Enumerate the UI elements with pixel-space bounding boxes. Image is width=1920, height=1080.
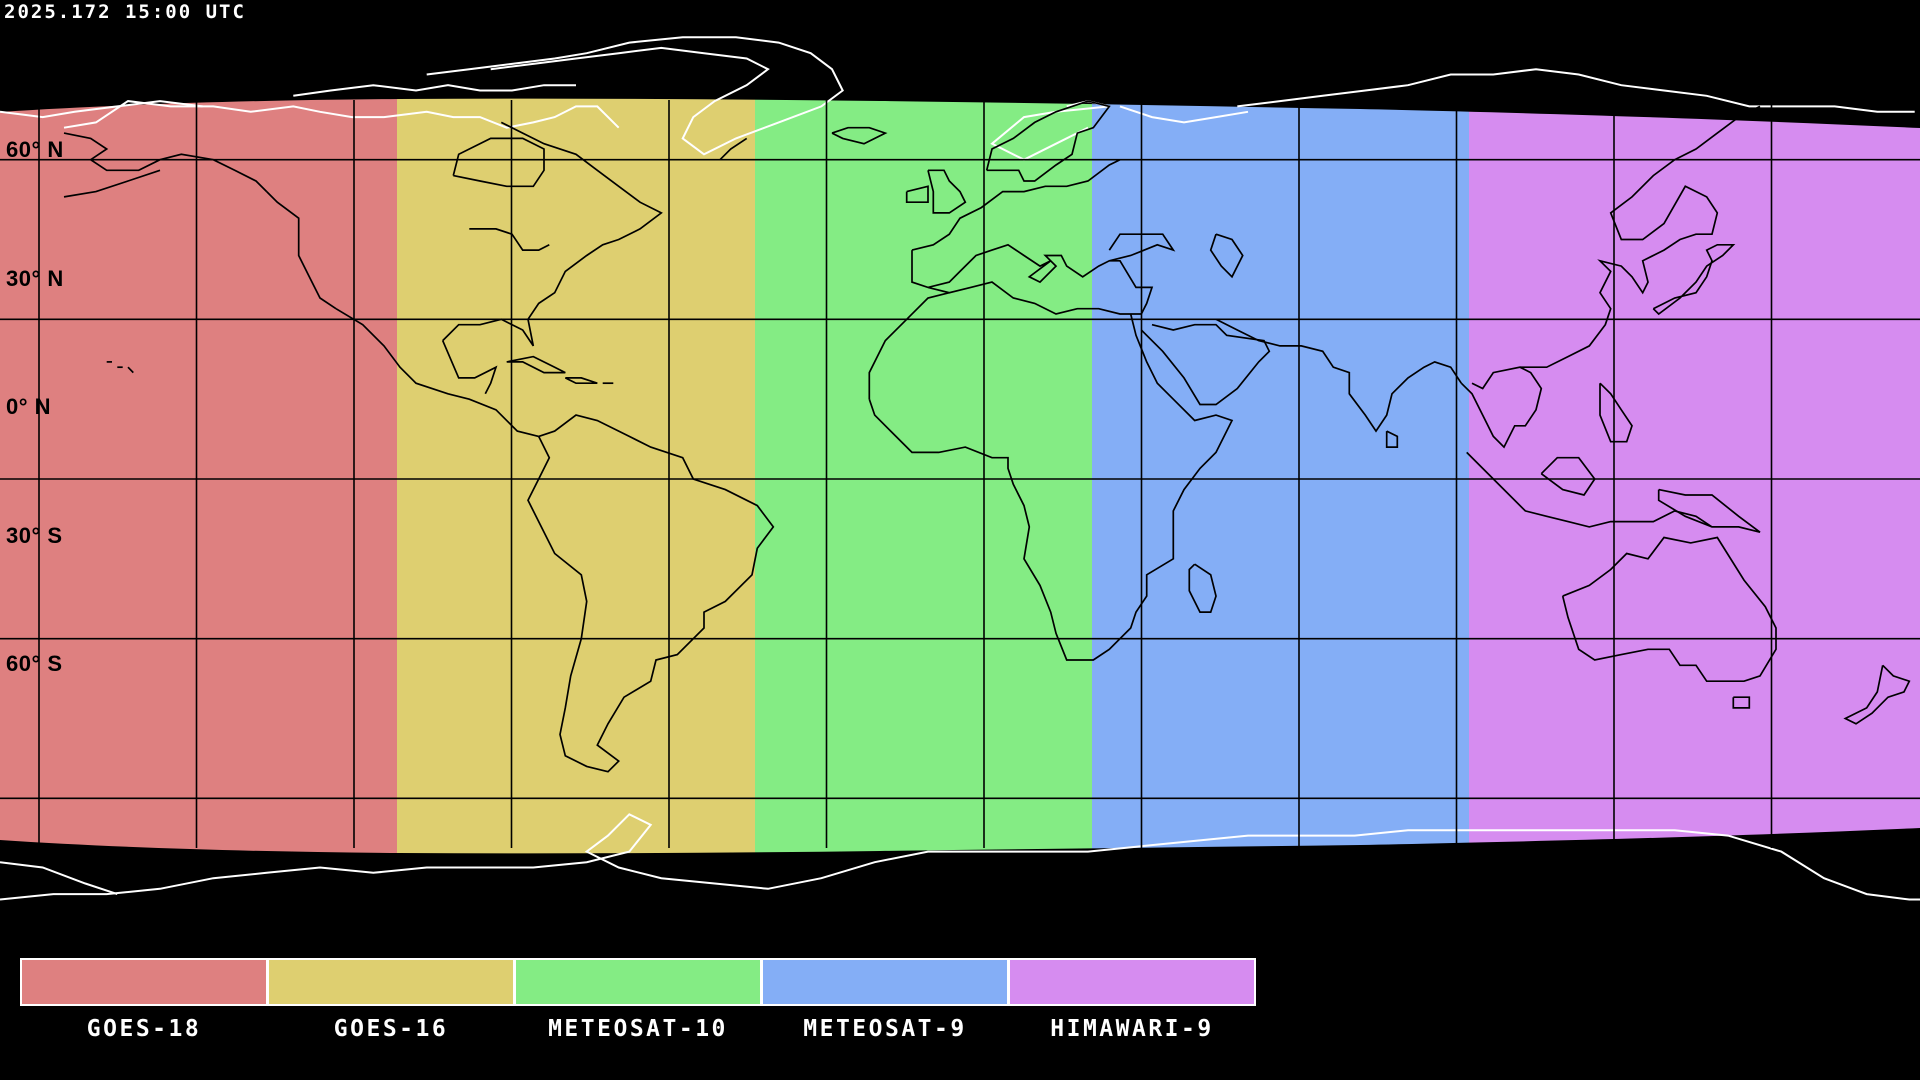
coastline-lit-16	[985, 100, 1111, 182]
legend-swatch-goes-16	[267, 958, 515, 1006]
coastline-lit-19	[1108, 233, 1176, 262]
coastline-lit-36	[1843, 664, 1911, 725]
legend-swatch-goes-18	[20, 958, 268, 1006]
coastline-dark-4	[1237, 68, 1915, 113]
lat-label-0: 0° N	[6, 394, 52, 419]
coastline-lit-2	[266, 190, 337, 310]
coastline-lit-26	[1385, 430, 1399, 448]
coastline-lit-30	[1599, 382, 1633, 443]
coastline-lit-23	[1188, 563, 1217, 613]
coastline-dark-3	[0, 100, 203, 119]
legend-label-himawari-9: HIMAWARI-9	[1050, 1016, 1214, 1042]
coastline-lit-4	[441, 340, 498, 395]
legend-label-goes-18: GOES-18	[86, 1016, 202, 1042]
coastline-lit-0	[63, 132, 268, 193]
legend-item-meteosat-10[interactable]: METEOSAT-10	[514, 958, 762, 1042]
coverage-band-goes-16	[397, 98, 755, 854]
timestamp-label: 2025.172 15:00 UTC	[4, 1, 246, 23]
coastline-layer	[0, 36, 1920, 901]
legend-label-goes-16: GOES-16	[333, 1016, 449, 1042]
legend-item-meteosat-9[interactable]: METEOSAT-9	[761, 958, 1009, 1042]
coastline-lit-12	[719, 137, 748, 161]
satellite-legend: GOES-18 GOES-16 METEOSAT-10 METEOSAT-9 HIMAW…	[0, 958, 1920, 1080]
coastline-lit-13	[831, 126, 888, 145]
coastline-lit-35	[1732, 696, 1751, 709]
coastline-dark-1	[293, 84, 576, 97]
coastline-lit-21	[868, 291, 950, 400]
legend-label-meteosat-9: METEOSAT-9	[803, 1016, 967, 1042]
lat-label-60: 60° N	[6, 137, 64, 162]
coastline-lit-34	[1561, 536, 1777, 683]
legend-item-himawari-9[interactable]: HIMAWARI-9	[1008, 958, 1256, 1042]
lat-label-minus60: 60° S	[6, 651, 63, 676]
coastline-lit-7	[469, 228, 550, 251]
coastline-dark-0	[63, 100, 620, 129]
coastline-dark-2	[426, 36, 844, 156]
coastline-lit-20	[1209, 233, 1244, 279]
world-coverage-map[interactable]: 2025.172 15:00 UTC 60° N 30° N 0° N 30° S 60…	[0, 0, 1920, 958]
legend-swatch-himawari-9	[1008, 958, 1256, 1006]
coastline-lit-18	[911, 158, 1121, 251]
coastline-lit-9	[564, 377, 598, 385]
coastline-lit-8	[506, 355, 566, 374]
coastline-dark-7	[0, 813, 1920, 901]
legend-swatch-meteosat-10	[514, 958, 762, 1006]
coastline-lit-33	[1657, 488, 1761, 534]
coastline-dark-8	[0, 861, 118, 896]
coastline-lit-17	[911, 243, 1154, 315]
lat-label-30: 30° N	[6, 266, 64, 291]
coastline-lit-11	[527, 414, 775, 773]
legend-swatch-meteosat-9	[761, 958, 1009, 1006]
legend-item-goes-16[interactable]: GOES-16	[267, 958, 515, 1042]
coastline-lit-14	[927, 169, 967, 214]
coastline-lit-1	[63, 169, 161, 198]
coverage-band-goes-18	[0, 98, 397, 854]
graticule-layer	[0, 0, 1920, 958]
coastline-lit-28	[1520, 105, 1761, 369]
coastline-lit-24	[1140, 323, 1271, 406]
coastline-lit-15	[905, 185, 929, 204]
legend-item-goes-18[interactable]: GOES-18	[20, 958, 268, 1042]
coastline-lit-27	[1460, 366, 1543, 449]
coastline-lit-25	[1215, 318, 1463, 433]
legend-label-meteosat-10: METEOSAT-10	[548, 1016, 728, 1042]
coverage-band-meteosat-10	[755, 98, 1092, 854]
coastline-lit-39	[127, 366, 134, 374]
coastline-lit-29	[1652, 243, 1736, 316]
lat-label-minus30: 30° S	[6, 523, 63, 548]
coverage-band-meteosat-9	[1092, 98, 1469, 854]
coastline-lit-3	[335, 307, 539, 438]
